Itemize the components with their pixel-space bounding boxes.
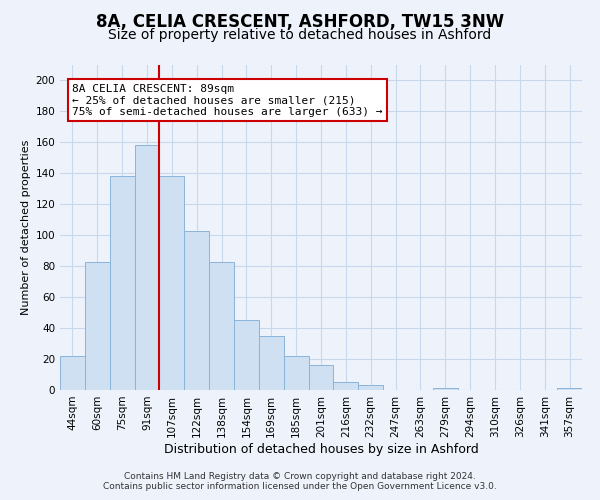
Text: Contains HM Land Registry data © Crown copyright and database right 2024.: Contains HM Land Registry data © Crown c… [124, 472, 476, 481]
Bar [259, 336, 284, 390]
Bar [234, 320, 259, 390]
Text: 8A, CELIA CRESCENT, ASHFORD, TW15 3NW: 8A, CELIA CRESCENT, ASHFORD, TW15 3NW [96, 12, 504, 30]
Bar [134, 146, 160, 390]
Text: 8A CELIA CRESCENT: 89sqm
← 25% of detached houses are smaller (215)
75% of semi-: 8A CELIA CRESCENT: 89sqm ← 25% of detach… [73, 84, 383, 117]
Bar [110, 176, 134, 390]
Bar [433, 388, 458, 390]
X-axis label: Distribution of detached houses by size in Ashford: Distribution of detached houses by size … [164, 442, 478, 456]
Bar [184, 230, 209, 390]
Bar [60, 356, 85, 390]
Bar [284, 356, 308, 390]
Bar [557, 388, 582, 390]
Bar [85, 262, 110, 390]
Text: Size of property relative to detached houses in Ashford: Size of property relative to detached ho… [109, 28, 491, 42]
Bar [308, 365, 334, 390]
Text: Contains public sector information licensed under the Open Government Licence v3: Contains public sector information licen… [103, 482, 497, 491]
Bar [209, 262, 234, 390]
Bar [358, 386, 383, 390]
Bar [160, 176, 184, 390]
Bar [334, 382, 358, 390]
Y-axis label: Number of detached properties: Number of detached properties [21, 140, 31, 315]
